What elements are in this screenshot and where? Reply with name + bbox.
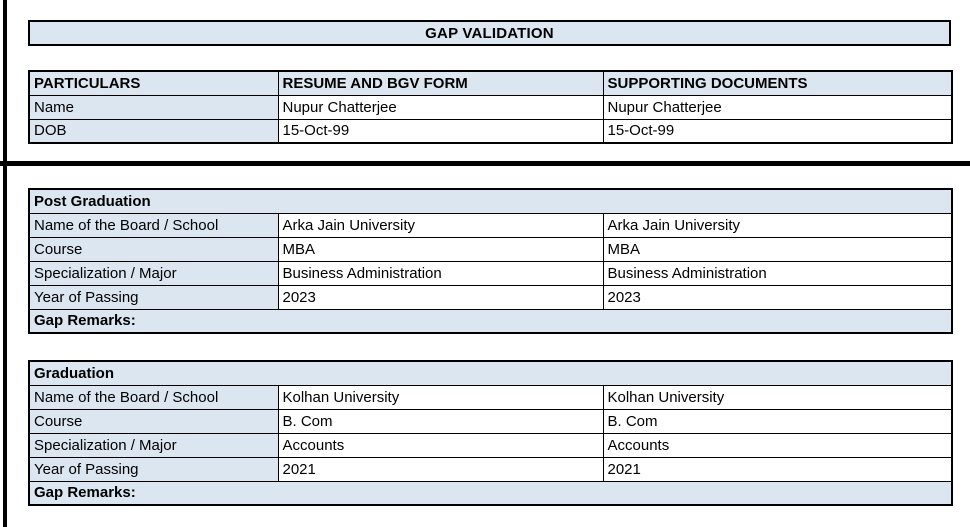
specialization-label-cell: Specialization / Major: [28, 260, 279, 286]
col-header-particulars: PARTICULARS: [28, 70, 279, 96]
name-supporting-cell: Nupur Chatterjee: [602, 94, 953, 120]
board-school-supporting-cell: Kolhan University: [602, 384, 953, 410]
course-resume-cell: MBA: [277, 236, 604, 262]
specialization-resume-cell: Business Administration: [277, 260, 604, 286]
table-row: Year of Passing 2023 2023: [28, 284, 953, 310]
table-row: Specialization / Major Accounts Accounts: [28, 432, 953, 458]
name-label-cell: Name: [28, 94, 279, 120]
specialization-supporting-cell: Business Administration: [602, 260, 953, 286]
col-header-supporting-docs: SUPPORTING DOCUMENTS: [602, 70, 953, 96]
name-resume-cell: Nupur Chatterjee: [277, 94, 604, 120]
board-school-resume-cell: Kolhan University: [277, 384, 604, 410]
col-header-resume-bgv: RESUME AND BGV FORM: [277, 70, 604, 96]
board-school-supporting-cell: Arka Jain University: [602, 212, 953, 238]
course-resume-cell: B. Com: [277, 408, 604, 434]
graduation-section-title: Graduation: [28, 360, 953, 386]
gap-remarks-row: Gap Remarks:: [28, 308, 953, 334]
course-label-cell: Course: [28, 236, 279, 262]
gap-remarks-label: Gap Remarks:: [34, 312, 136, 330]
page-title-text: GAP VALIDATION: [425, 24, 554, 42]
table-row: Course B. Com B. Com: [28, 408, 953, 434]
post-graduation-table: Post Graduation Name of the Board / Scho…: [28, 188, 954, 334]
year-passing-supporting-cell: 2023: [602, 284, 953, 310]
course-label-cell: Course: [28, 408, 279, 434]
table-row: DOB 15-Oct-99 15-Oct-99: [28, 118, 953, 144]
year-passing-label-cell: Year of Passing: [28, 284, 279, 310]
section-header-row: Graduation: [28, 360, 953, 386]
table-row: Specialization / Major Business Administ…: [28, 260, 953, 286]
course-supporting-cell: MBA: [602, 236, 953, 262]
year-passing-label-cell: Year of Passing: [28, 456, 279, 482]
graduation-table: Graduation Name of the Board / School Ko…: [28, 360, 954, 506]
year-passing-resume-cell: 2023: [277, 284, 604, 310]
specialization-supporting-cell: Accounts: [602, 432, 953, 458]
identity-table: PARTICULARS RESUME AND BGV FORM SUPPORTI…: [28, 70, 953, 144]
gap-remarks-label: Gap Remarks:: [34, 484, 136, 502]
table-row: Course MBA MBA: [28, 236, 953, 262]
table-row: Name Nupur Chatterjee Nupur Chatterjee: [28, 94, 953, 120]
identity-header-row: PARTICULARS RESUME AND BGV FORM SUPPORTI…: [28, 70, 953, 96]
section-header-row: Post Graduation: [28, 188, 953, 214]
dob-resume-cell: 15-Oct-99: [277, 118, 604, 144]
gap-remarks-cell: Gap Remarks:: [28, 480, 953, 506]
specialization-resume-cell: Accounts: [277, 432, 604, 458]
course-supporting-cell: B. Com: [602, 408, 953, 434]
table-row: Name of the Board / School Arka Jain Uni…: [28, 212, 953, 238]
table-row: Name of the Board / School Kolhan Univer…: [28, 384, 953, 410]
post-graduation-section-title: Post Graduation: [28, 188, 953, 214]
table-row: Year of Passing 2021 2021: [28, 456, 953, 482]
gap-remarks-row: Gap Remarks:: [28, 480, 953, 506]
page-title: GAP VALIDATION: [28, 20, 951, 46]
section-divider-line: [0, 161, 970, 166]
board-school-label-cell: Name of the Board / School: [28, 384, 279, 410]
gap-remarks-cell: Gap Remarks:: [28, 308, 953, 334]
board-school-label-cell: Name of the Board / School: [28, 212, 279, 238]
board-school-resume-cell: Arka Jain University: [277, 212, 604, 238]
left-border-line: [3, 0, 7, 527]
dob-label-cell: DOB: [28, 118, 279, 144]
year-passing-supporting-cell: 2021: [602, 456, 953, 482]
year-passing-resume-cell: 2021: [277, 456, 604, 482]
dob-supporting-cell: 15-Oct-99: [602, 118, 953, 144]
specialization-label-cell: Specialization / Major: [28, 432, 279, 458]
